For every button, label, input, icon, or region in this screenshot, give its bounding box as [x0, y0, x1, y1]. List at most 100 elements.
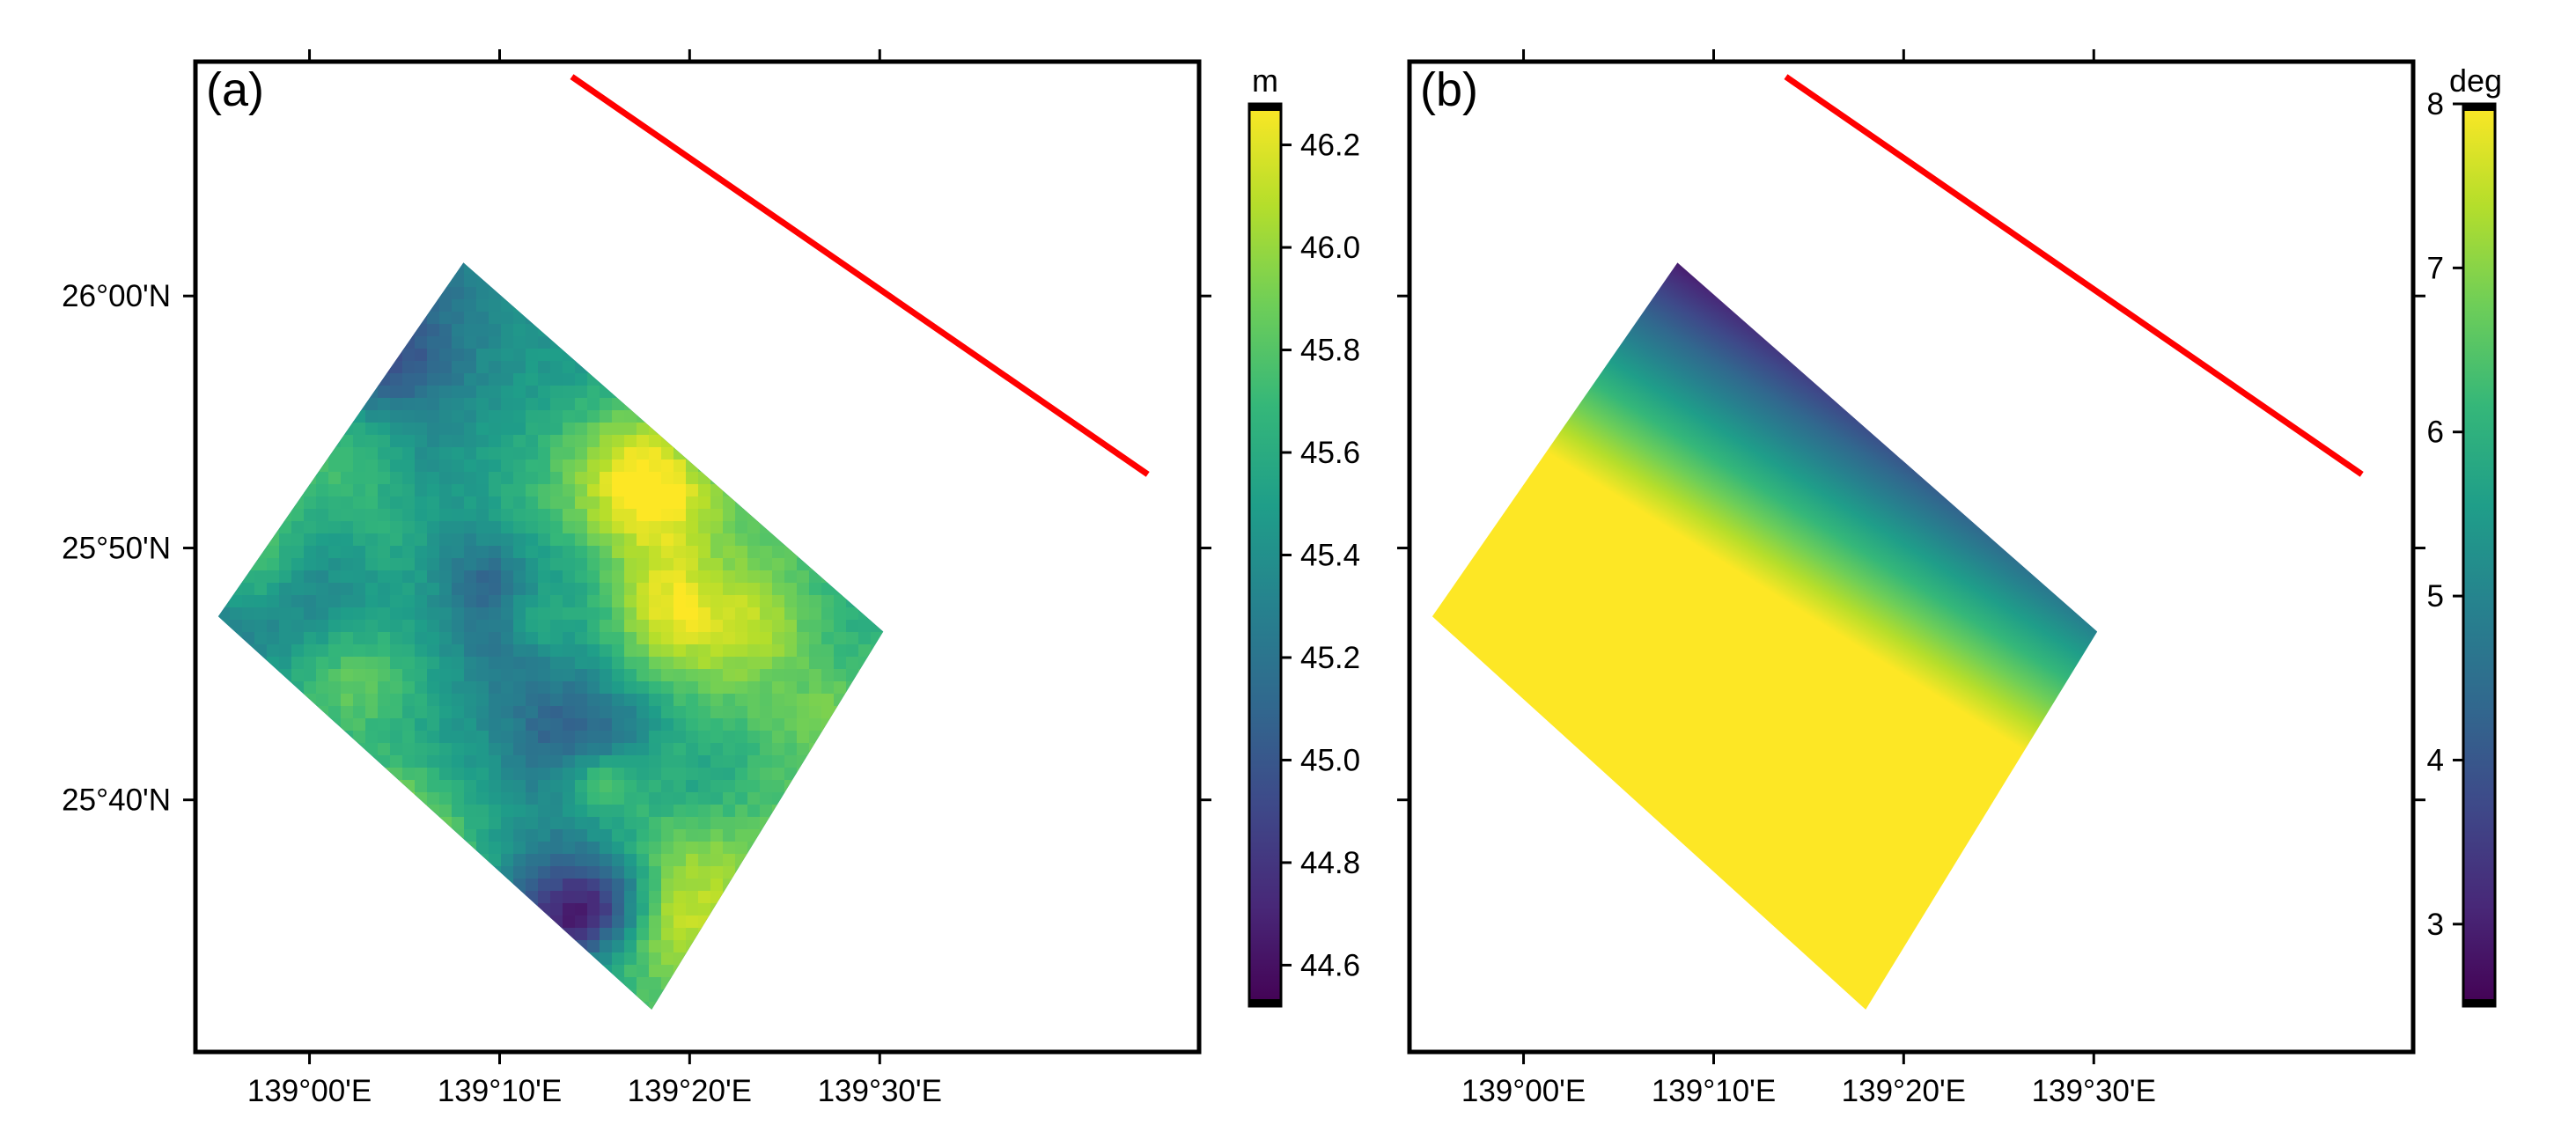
noise-cell	[624, 755, 637, 768]
noise-cell	[242, 386, 255, 399]
noise-cell	[427, 521, 440, 534]
noise-cell	[797, 447, 810, 460]
noise-cell	[698, 903, 711, 916]
noise-cell	[328, 386, 342, 399]
noise-cell	[784, 965, 798, 978]
noise-cell	[550, 1002, 563, 1010]
noise-cell	[242, 854, 255, 867]
noise-cell	[267, 373, 280, 386]
noise-cell	[476, 287, 489, 300]
noise-cell	[834, 472, 847, 485]
noise-cell	[575, 484, 588, 497]
noise-cell	[760, 521, 773, 534]
noise-cell	[353, 275, 366, 288]
noise-cell	[710, 1002, 724, 1010]
noise-cell	[279, 373, 292, 386]
y-tick-label: 25°40'N	[62, 783, 171, 818]
noise-cell	[760, 595, 773, 608]
noise-cell	[242, 583, 255, 596]
noise-cell	[624, 336, 637, 349]
noise-cell	[402, 460, 416, 473]
noise-cell	[747, 546, 761, 559]
noise-cell	[698, 1002, 711, 1010]
noise-cell	[637, 879, 650, 892]
noise-cell	[710, 780, 724, 793]
noise-cell	[760, 509, 773, 522]
noise-cell	[415, 792, 428, 805]
noise-cell	[427, 570, 440, 584]
noise-cell	[316, 743, 329, 756]
noise-cell	[698, 632, 711, 645]
noise-cell	[328, 928, 342, 941]
noise-cell	[624, 681, 637, 695]
noise-cell	[427, 447, 440, 460]
noise-cell	[464, 521, 477, 534]
noise-cell	[735, 632, 748, 645]
noise-cell	[316, 694, 329, 707]
noise-cell	[772, 817, 785, 830]
noise-cell	[624, 965, 637, 978]
noise-cell	[254, 324, 268, 337]
noise-cell	[267, 484, 280, 497]
noise-cell	[723, 965, 736, 978]
noise-cell	[710, 854, 724, 867]
noise-cell	[797, 324, 810, 337]
noise-cell	[698, 940, 711, 953]
noise-cell	[871, 484, 884, 497]
noise-cell	[710, 903, 724, 916]
noise-cell	[698, 386, 711, 399]
noise-cell	[612, 546, 625, 559]
noise-cell	[834, 386, 847, 399]
noise-cell	[723, 595, 736, 608]
noise-cell	[464, 484, 477, 497]
noise-cell	[501, 1002, 514, 1010]
noise-cell	[254, 570, 268, 584]
noise-cell	[612, 731, 625, 744]
noise-cell	[710, 312, 724, 325]
noise-cell	[883, 336, 884, 349]
noise-cell	[365, 484, 379, 497]
noise-cell	[390, 398, 403, 411]
noise-cell	[538, 903, 551, 916]
noise-cell	[464, 718, 477, 732]
noise-cell	[612, 361, 625, 374]
noise-cell	[883, 324, 884, 337]
noise-cell	[464, 447, 477, 460]
noise-cell	[809, 484, 822, 497]
noise-cell	[476, 361, 489, 374]
noise-cell	[624, 472, 637, 485]
noise-cell	[464, 681, 477, 695]
noise-cell	[637, 546, 650, 559]
noise-cell	[784, 386, 798, 399]
noise-cell	[735, 349, 748, 362]
noise-cell	[501, 484, 514, 497]
noise-cell	[673, 299, 687, 312]
noise-cell	[809, 287, 822, 300]
noise-cell	[821, 681, 835, 695]
noise-cell	[661, 706, 674, 719]
noise-cell	[735, 681, 748, 695]
noise-cell	[809, 792, 822, 805]
noise-cell	[415, 595, 428, 608]
noise-cell	[649, 595, 662, 608]
noise-cell	[772, 287, 785, 300]
noise-cell	[291, 607, 305, 621]
noise-cell	[637, 496, 650, 510]
noise-cell	[353, 620, 366, 633]
noise-cell	[279, 595, 292, 608]
noise-cell	[328, 805, 342, 818]
noise-cell	[242, 312, 255, 325]
noise-cell	[439, 805, 453, 818]
noise-cell	[834, 977, 847, 990]
noise-cell	[550, 287, 563, 300]
noise-cell	[637, 287, 650, 300]
noise-cell	[427, 743, 440, 756]
noise-cell	[575, 866, 588, 879]
noise-cell	[291, 829, 305, 842]
noise-cell	[415, 842, 428, 855]
noise-cell	[439, 681, 453, 695]
noise-cell	[464, 287, 477, 300]
noise-cell	[341, 546, 354, 559]
noise-cell	[291, 583, 305, 596]
noise-cell	[821, 805, 835, 818]
